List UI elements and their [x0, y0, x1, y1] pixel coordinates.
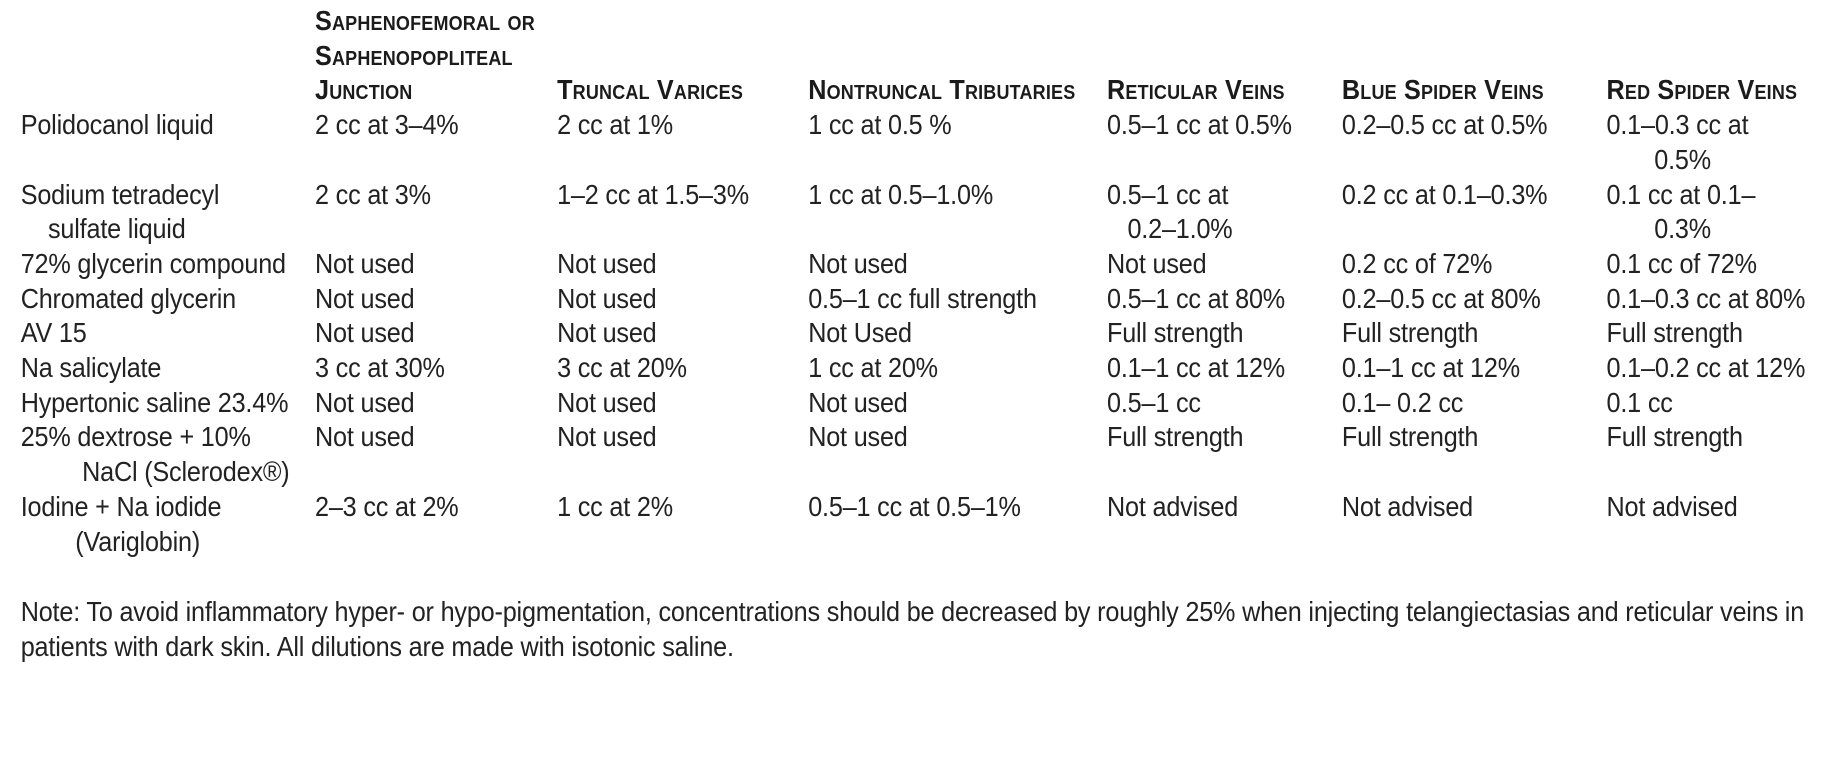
table-cell: 0.2–0.5 cc at 0.5% [1341, 109, 1548, 141]
column-header-junction: Saphenofemoral or Saphenopopliteal Junct… [315, 5, 535, 106]
table-cell: Not used [557, 421, 657, 453]
table-cell: 0.1–1 cc at 12% [1341, 352, 1520, 384]
table-cell: Not advised [1341, 490, 1474, 522]
column-header-red-spider-veins: Red Spider Veins [1606, 74, 1798, 106]
table-cell: 0.1– 0.2 cc [1341, 386, 1464, 418]
table-cell: Full strength [1606, 317, 1744, 349]
table-cell: Not used [315, 282, 415, 314]
table-cell: 0.5–1 cc at 0.5–1% [808, 490, 1021, 522]
table-cell: 1 cc at 20% [808, 352, 938, 384]
table-cell: Not used [557, 386, 657, 418]
table-cell: Not used [315, 247, 415, 279]
table-cell: 0.5–1 cc at 80% [1107, 282, 1286, 314]
table-cell: Not used [1107, 247, 1207, 279]
row-label: Chromated glycerin [20, 282, 236, 314]
table-cell: 0.1–1 cc at 12% [1107, 352, 1286, 384]
row-label: 72% glycerin compound [20, 247, 286, 279]
table-cell: 0.5–1 cc [1107, 386, 1201, 418]
table-cell: 0.1–0.3 cc at 80% [1606, 282, 1806, 314]
table-cell: Not used [315, 386, 415, 418]
table-cell: Full strength [1606, 421, 1744, 453]
table-cell: 1 cc at 0.5–1.0% [808, 178, 994, 210]
row-label: Polidocanol liquid [20, 109, 214, 141]
table-cell: 3 cc at 30% [315, 352, 445, 384]
table-cell: 0.1–0.3 cc at 0.5% [1606, 109, 1749, 175]
table-cell: 0.2 cc at 0.1–0.3% [1341, 178, 1548, 210]
table-row: 25% dextrose + 10% NaCl (Sclerodex®) Not… [0, 420, 1837, 489]
table-cell: 2 cc at 3–4% [315, 109, 459, 141]
table-cell: 0.5–1 cc at 0.5% [1107, 109, 1292, 141]
sclerotherapy-dosage-table: Saphenofemoral or Saphenopopliteal Junct… [0, 4, 1837, 662]
column-header-blue-spider-veins: Blue Spider Veins [1341, 74, 1544, 106]
table-note: Note: To avoid inflammatory hyper- or hy… [20, 596, 1805, 662]
table-cell: Not used [557, 317, 657, 349]
table-cell: 0.1 cc at 0.1– 0.3% [1606, 178, 1756, 245]
table-cell: Full strength [1107, 421, 1244, 453]
row-label: Hypertonic saline 23.4% [20, 386, 289, 418]
table-cell: 1 cc at 0.5 % [808, 109, 952, 141]
table-cell: 0.5–1 cc at 0.2–1.0% [1107, 178, 1233, 245]
table-cell: Full strength [1341, 317, 1479, 349]
table-row: Polidocanol liquid 2 cc at 3–4% 2 cc at … [0, 108, 1837, 177]
row-label: Na salicylate [20, 352, 162, 384]
table-row: Na salicylate 3 cc at 30% 3 cc at 20% 1 … [0, 351, 1837, 386]
table-row: Sodium tetradecyl sulfate liquid 2 cc at… [0, 178, 1837, 247]
row-label: Sodium tetradecyl sulfate liquid [20, 178, 220, 245]
table-cell: Not used [808, 386, 908, 418]
table-cell: Not used [808, 247, 908, 279]
table-cell: Not used [557, 282, 657, 314]
table-row: Iodine + Na iodide (Variglobin) 2–3 cc a… [0, 490, 1837, 559]
table-cell: 2 cc at 3% [315, 178, 431, 210]
row-label: 25% dextrose + 10% NaCl (Sclerodex®) [20, 421, 290, 488]
table-cell: 0.1 cc of 72% [1606, 247, 1758, 279]
table-row: AV 15 Not used Not used Not Used Full st… [0, 316, 1837, 351]
column-header-nontruncal-tributaries: Nontruncal Tributaries [808, 74, 1076, 106]
table-cell: 1 cc at 2% [557, 490, 673, 522]
table-header-row: Saphenofemoral or Saphenopopliteal Junct… [0, 4, 1837, 108]
table-cell: Not used [557, 247, 657, 279]
table-row: 72% glycerin compound Not used Not used … [0, 247, 1837, 282]
table-cell: 0.2–0.5 cc at 80% [1341, 282, 1541, 314]
column-header-reticular-veins: Reticular Veins [1107, 74, 1285, 106]
table-cell: Not used [315, 421, 415, 453]
table-cell: 1–2 cc at 1.5–3% [557, 178, 749, 210]
table-cell: 3 cc at 20% [557, 352, 687, 384]
table-cell: 0.5–1 cc full strength [808, 282, 1037, 314]
table-cell: 2–3 cc at 2% [315, 490, 459, 522]
table-cell: Not Used [808, 317, 912, 349]
table-cell: Not used [315, 317, 415, 349]
table-cell: Full strength [1107, 317, 1244, 349]
table-cell: 2 cc at 1% [557, 109, 673, 141]
table-row: Chromated glycerin Not used Not used 0.5… [0, 282, 1837, 317]
table-cell: 0.2 cc of 72% [1341, 247, 1493, 279]
table-row: Hypertonic saline 23.4% Not used Not use… [0, 386, 1837, 421]
row-label: AV 15 [20, 317, 87, 349]
table-cell: Full strength [1341, 421, 1479, 453]
row-label: Iodine + Na iodide (Variglobin) [20, 490, 222, 557]
table-cell: 0.1 cc [1606, 386, 1673, 418]
table-cell: Not used [808, 421, 908, 453]
table-cell: Not advised [1606, 490, 1738, 522]
column-header-truncal-varices: Truncal Varices [557, 74, 744, 106]
table-cell: 0.1–0.2 cc at 12% [1606, 352, 1806, 384]
table-cell: Not advised [1107, 490, 1239, 522]
